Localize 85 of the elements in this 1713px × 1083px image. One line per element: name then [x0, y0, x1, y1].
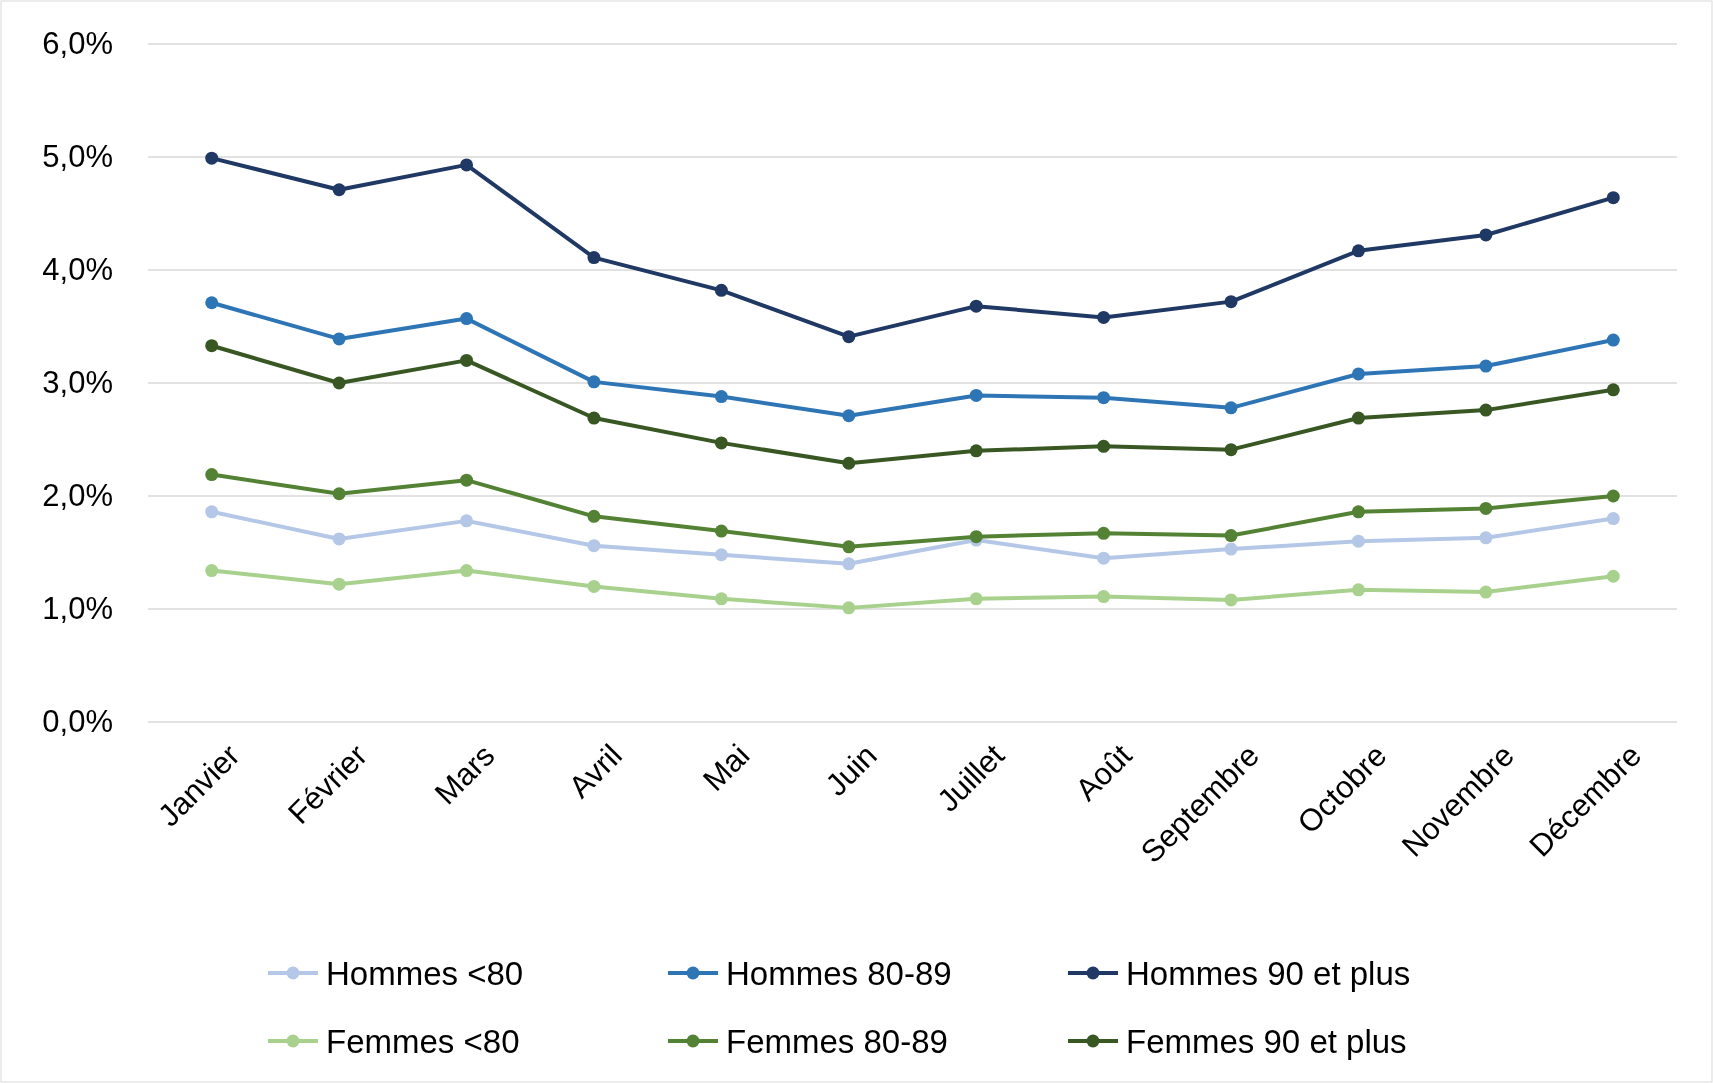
- point: [205, 151, 219, 165]
- point: [1097, 590, 1111, 604]
- point: [1606, 489, 1620, 503]
- point: [1606, 333, 1620, 347]
- point: [842, 557, 856, 571]
- point: [1351, 367, 1365, 381]
- point: [1479, 501, 1493, 515]
- legend-label: Hommes <80: [326, 954, 524, 992]
- point: [460, 564, 474, 578]
- point: [1479, 531, 1493, 545]
- point: [587, 375, 601, 389]
- point: [842, 456, 856, 470]
- legend-label: Femmes 90 et plus: [1126, 1022, 1407, 1060]
- point: [842, 409, 856, 423]
- point: [332, 332, 346, 346]
- point: [842, 601, 856, 615]
- y-tick-label: 3,0%: [42, 365, 113, 401]
- legend-label: Femmes 80-89: [726, 1022, 948, 1060]
- point: [714, 524, 728, 538]
- point: [332, 183, 346, 197]
- point: [714, 283, 728, 297]
- point: [1097, 526, 1111, 540]
- y-tick-label: 4,0%: [42, 252, 113, 288]
- point: [714, 390, 728, 404]
- point: [1351, 505, 1365, 519]
- point: [1479, 359, 1493, 373]
- point: [842, 540, 856, 554]
- legend-label: Hommes 80-89: [726, 954, 952, 992]
- point: [1097, 391, 1111, 405]
- point: [1606, 569, 1620, 583]
- point: [587, 509, 601, 523]
- point: [969, 444, 983, 458]
- point: [205, 339, 219, 353]
- point: [587, 411, 601, 425]
- point: [969, 592, 983, 606]
- y-tick-label: 5,0%: [42, 139, 113, 175]
- point: [1224, 593, 1238, 607]
- point: [1351, 583, 1365, 597]
- y-tick-label: 1,0%: [42, 591, 113, 627]
- point: [332, 577, 346, 591]
- point: [714, 548, 728, 562]
- point: [714, 592, 728, 606]
- point: [460, 312, 474, 326]
- point: [1479, 403, 1493, 417]
- point: [587, 579, 601, 593]
- point: [460, 158, 474, 172]
- point: [205, 296, 219, 310]
- point: [1224, 542, 1238, 556]
- point: [842, 330, 856, 344]
- y-tick-label: 2,0%: [42, 478, 113, 514]
- point: [205, 564, 219, 578]
- point: [587, 539, 601, 553]
- point: [969, 388, 983, 402]
- legend-label: Hommes 90 et plus: [1126, 954, 1411, 992]
- point: [332, 487, 346, 501]
- x-tick-label: Mai: [696, 737, 757, 798]
- point: [1224, 295, 1238, 309]
- point: [1224, 529, 1238, 543]
- point: [205, 505, 219, 519]
- legend-label: Femmes <80: [326, 1022, 520, 1060]
- point: [714, 436, 728, 450]
- point: [1479, 585, 1493, 599]
- point: [460, 473, 474, 487]
- point: [1351, 534, 1365, 548]
- point: [587, 251, 601, 265]
- point: [1097, 551, 1111, 565]
- point: [1606, 383, 1620, 397]
- point: [1097, 439, 1111, 453]
- point: [1224, 443, 1238, 457]
- point: [1097, 310, 1111, 324]
- point: [460, 514, 474, 528]
- y-tick-label: 6,0%: [42, 26, 113, 62]
- point: [1606, 512, 1620, 526]
- y-tick-label: 0,0%: [42, 704, 113, 740]
- point: [1224, 401, 1238, 415]
- point: [1606, 191, 1620, 205]
- point: [1479, 228, 1493, 242]
- point: [1351, 244, 1365, 258]
- point: [460, 353, 474, 367]
- point: [332, 532, 346, 546]
- point: [969, 299, 983, 313]
- point: [205, 468, 219, 482]
- point: [332, 376, 346, 390]
- point: [1351, 411, 1365, 425]
- x-tick-label: Juin: [818, 737, 884, 803]
